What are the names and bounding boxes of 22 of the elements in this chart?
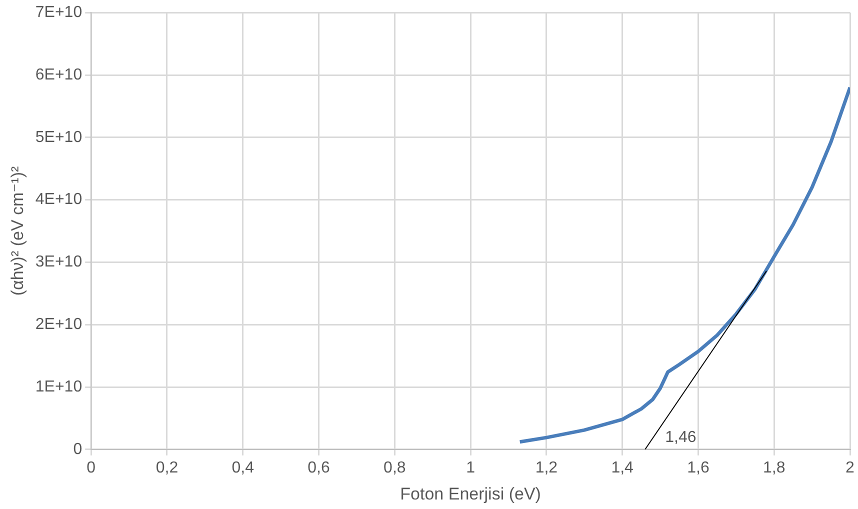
y-tick-label: 6E+10	[35, 66, 82, 84]
x-tick-label: 0,8	[384, 459, 406, 476]
x-tick-label: 2	[846, 459, 855, 476]
x-tick-label: 0	[86, 459, 96, 476]
x-tick-label: 1,8	[762, 459, 786, 476]
x-tick-label: 1,2	[535, 459, 558, 476]
y-tick-label: 0	[73, 440, 82, 458]
x-tick-label: 1,6	[687, 459, 710, 476]
y-tick-label: 3E+10	[35, 254, 82, 271]
x-tick-label: 0,4	[232, 459, 254, 476]
y-tick-label: 5E+10	[35, 128, 82, 146]
x-tick-label: 1,4	[611, 459, 634, 476]
y-tick-label: 1E+10	[35, 378, 82, 396]
x-tick-label: 0,6	[308, 459, 330, 476]
y-tick-label: 2E+10	[35, 316, 82, 334]
x-tick-label: 1	[466, 459, 476, 476]
y-tick-label: 7E+10	[35, 4, 82, 22]
annotation: 1,46	[665, 428, 696, 446]
y-tick-label: 4E+10	[35, 191, 82, 208]
x-tick-label: 0,2	[156, 459, 178, 476]
y-axis-title: (αhν)² (eV cm⁻¹)²	[8, 166, 27, 296]
x-axis-title: Foton Enerjisi (eV)	[400, 484, 541, 504]
